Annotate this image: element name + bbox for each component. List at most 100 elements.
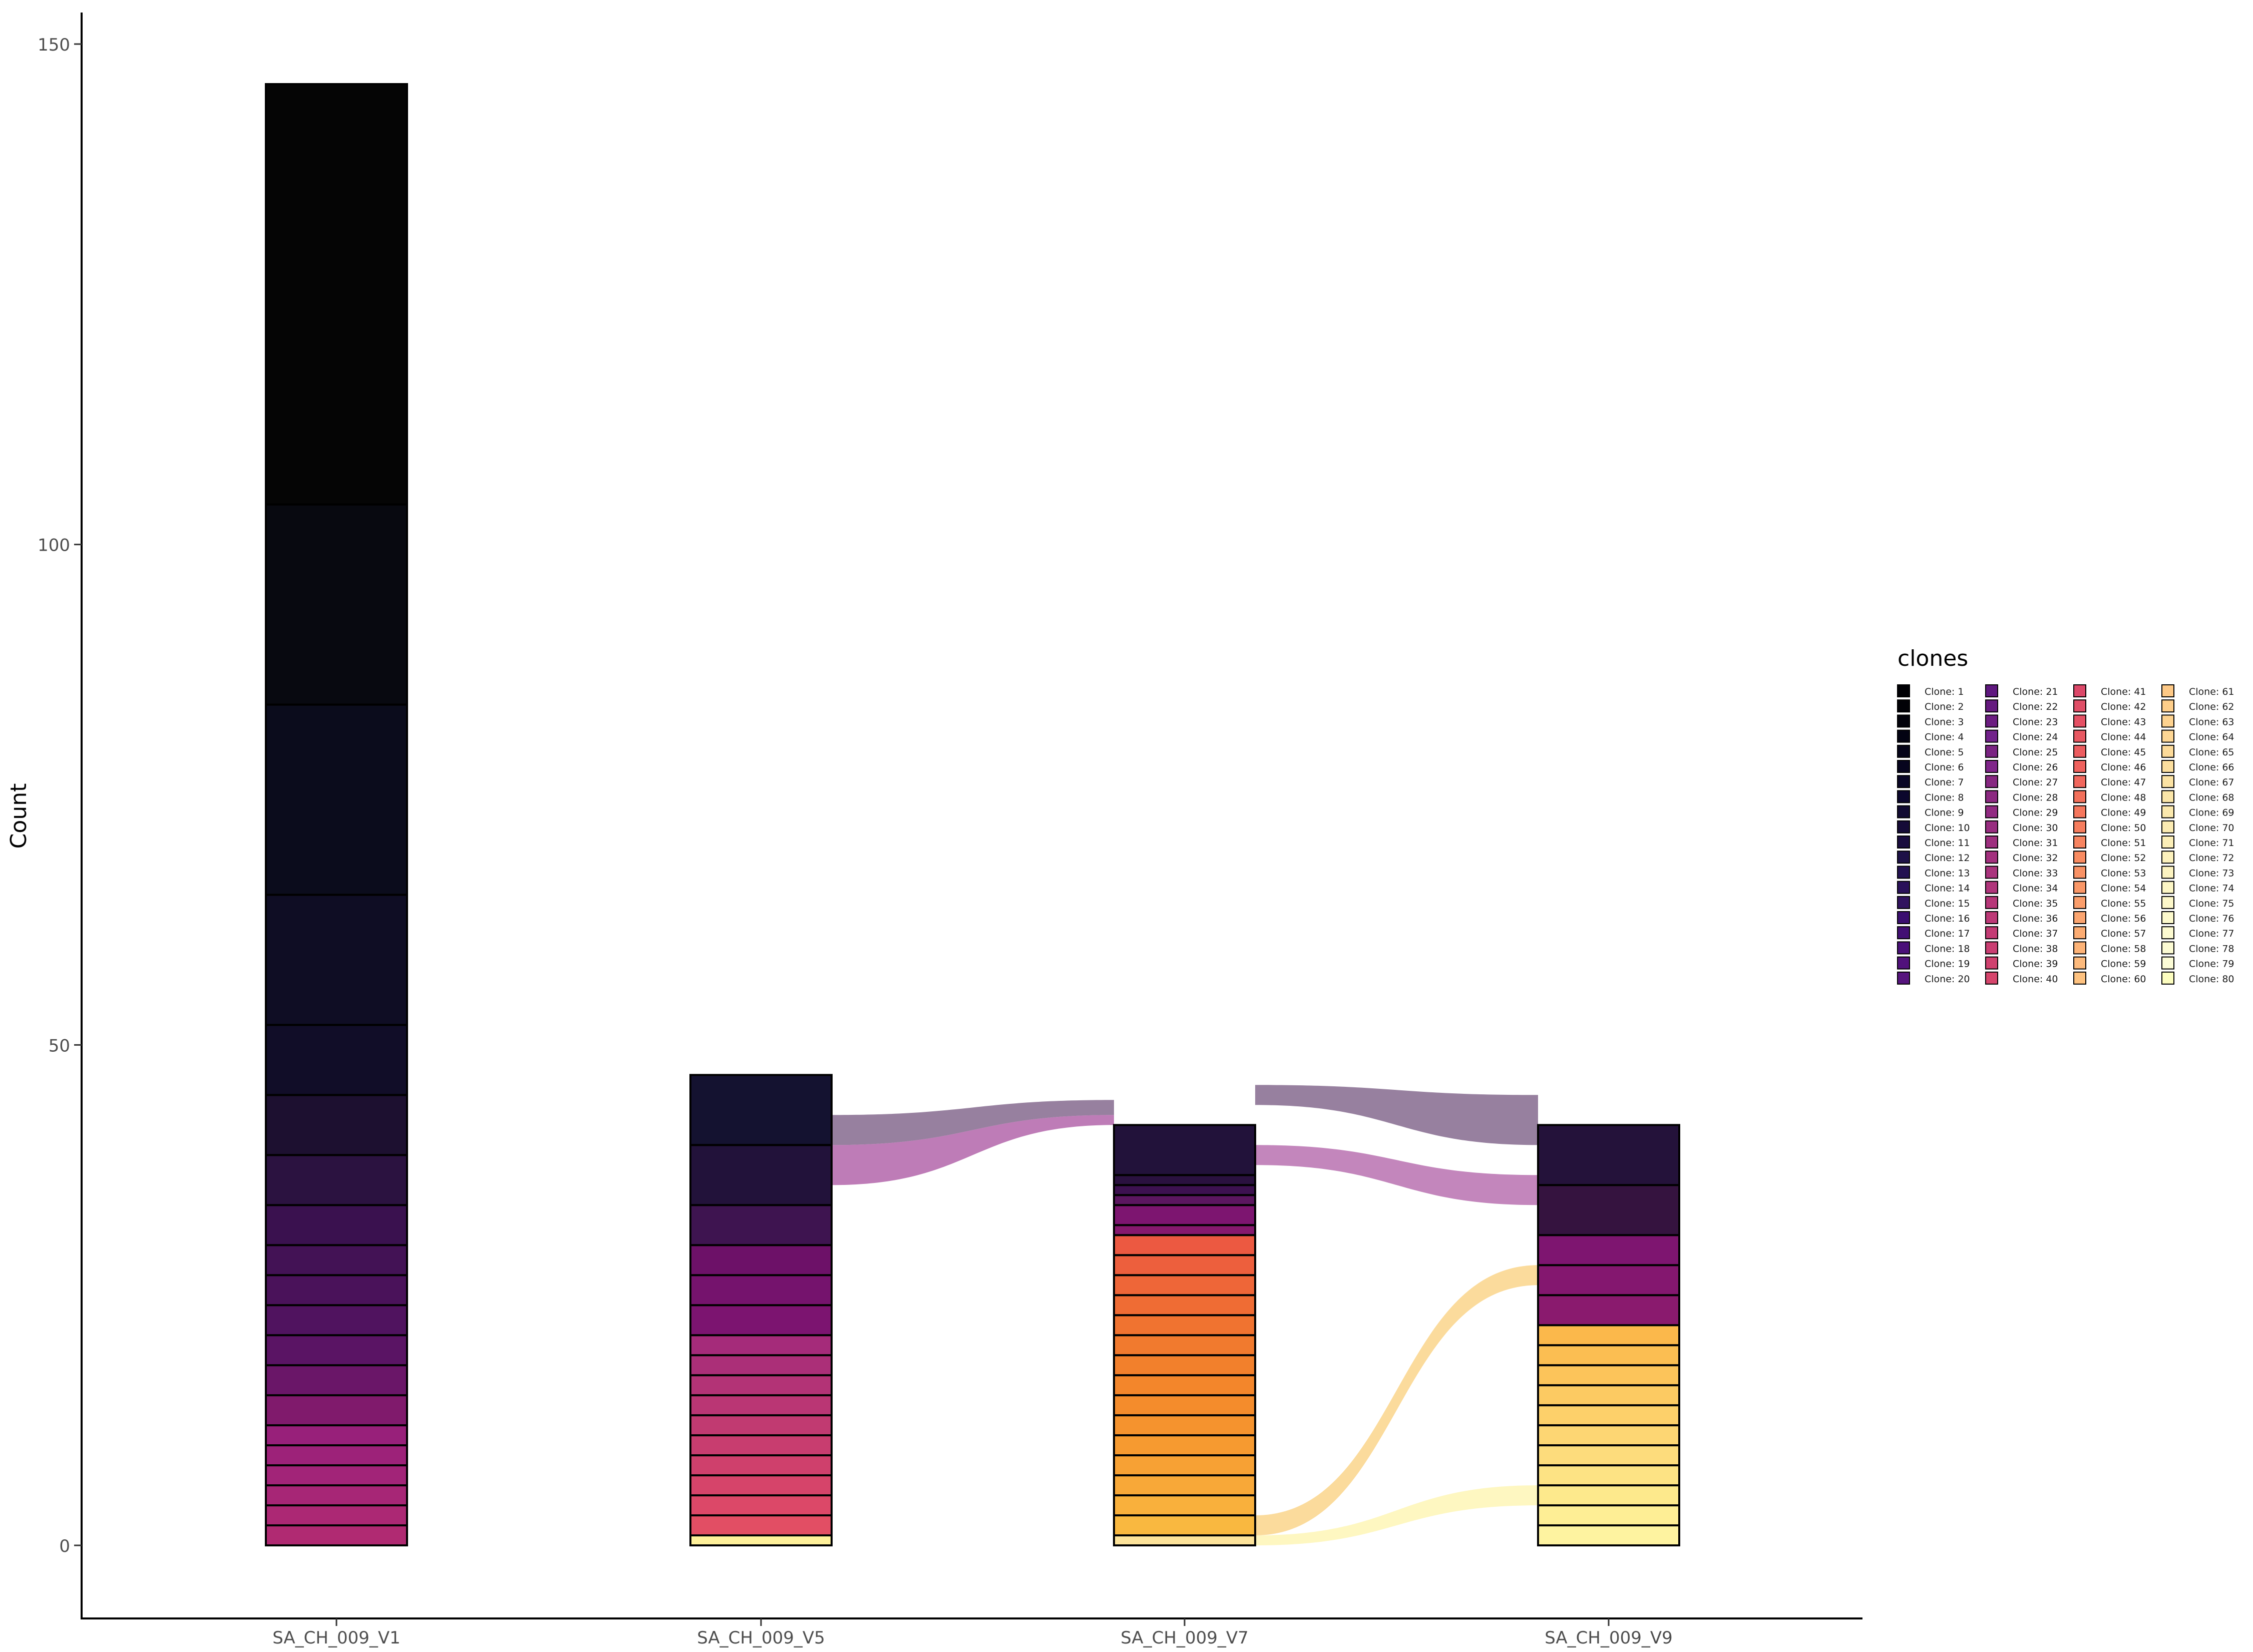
legend-label: Clone: 31: [2013, 838, 2058, 849]
legend-key: [2073, 775, 2086, 788]
stack-segment: [689, 1454, 833, 1477]
stack-segment: [1537, 1444, 1680, 1467]
legend-label: Clone: 57: [2101, 928, 2146, 939]
legend-key: [1897, 805, 1910, 818]
legend-label: Clone: 46: [2101, 762, 2146, 773]
legend-key: [2073, 714, 2086, 728]
stack-segment: [1537, 1484, 1680, 1507]
legend-label: Clone: 66: [2189, 762, 2234, 773]
stack-segment: [265, 1394, 408, 1427]
legend-key: [1985, 744, 1998, 758]
legend-title: clones: [1898, 646, 1968, 671]
legend-key: [2161, 956, 2174, 970]
legend-key: [1985, 941, 1998, 955]
legend-label: Clone: 44: [2101, 732, 2146, 743]
stack-segment: [1113, 1194, 1256, 1206]
stack-segment: [1113, 1274, 1256, 1297]
stack-segment: [689, 1514, 833, 1537]
flows-layer: [832, 1085, 1538, 1545]
legend-key: [1897, 971, 1910, 985]
legend-key: [1985, 805, 1998, 818]
stack-segment: [689, 1494, 833, 1517]
legend-key: [1897, 956, 1910, 970]
legend-label: Clone: 12: [1925, 853, 1970, 864]
stack-segment: [1537, 1524, 1680, 1547]
stack-segment: [1113, 1434, 1256, 1457]
legend-key: [2073, 911, 2086, 924]
legend-key: [2073, 896, 2086, 909]
legend-key: [2073, 699, 2086, 713]
stack-segment: [1113, 1254, 1256, 1277]
stack-segment: [265, 83, 408, 506]
legend-label: Clone: 3: [1925, 716, 1964, 727]
legend-label: Clone: 67: [2189, 777, 2234, 788]
stack-segment: [1113, 1204, 1256, 1226]
alluvial-flow: [832, 1100, 1114, 1145]
axes-layer: [81, 13, 1862, 1619]
stack-segment: [1537, 1464, 1680, 1487]
legend-label: Clone: 53: [2101, 868, 2146, 879]
legend-key: [2073, 790, 2086, 803]
legend-key: [2161, 866, 2174, 879]
stack-segment: [689, 1204, 833, 1247]
legend-key: [1985, 971, 1998, 985]
legend-label: Clone: 13: [1925, 868, 1970, 879]
y-axis-title: Count: [6, 783, 32, 849]
legend-label: Clone: 16: [1925, 913, 1970, 924]
stack-segment: [1113, 1294, 1256, 1317]
legend-label: Clone: 5: [1925, 747, 1964, 758]
stack-segment: [265, 1524, 408, 1547]
stack-segment: [1113, 1224, 1256, 1236]
legend-label: Clone: 39: [2013, 959, 2058, 970]
stack-segment: [1537, 1234, 1680, 1267]
legend-label: Clone: 19: [1925, 959, 1970, 970]
stack-segment: [689, 1144, 833, 1206]
legend-key: [1897, 699, 1910, 713]
legend-key: [1985, 851, 1998, 864]
stack-segment: [1537, 1124, 1680, 1186]
legend-key: [1985, 684, 1998, 697]
stack-segment: [265, 1154, 408, 1206]
legend-label: Clone: 9: [1925, 807, 1964, 818]
legend-label: Clone: 41: [2101, 686, 2146, 697]
legend-label: Clone: 65: [2189, 747, 2234, 758]
legend-key: [1985, 820, 1998, 834]
x-tick-label: SA_CH_009_V5: [697, 1628, 825, 1648]
alluvial-flow: [832, 1115, 1114, 1185]
legend-label: Clone: 7: [1925, 777, 1964, 788]
y-tick-label: 50: [49, 1036, 70, 1056]
legend-key: [2161, 941, 2174, 955]
alluvial-flow: [1255, 1085, 1538, 1145]
legend-key: [1897, 851, 1910, 864]
stack-segment: [1537, 1264, 1680, 1297]
legend-label: Clone: 32: [2013, 853, 2058, 864]
legend-label: Clone: 62: [2189, 701, 2234, 712]
stack-segment: [265, 1094, 408, 1156]
stack-segment: [689, 1354, 833, 1377]
legend-key: [2161, 714, 2174, 728]
legend-key: [1897, 775, 1910, 788]
y-ticks: 0 50 100 150: [38, 35, 82, 1556]
legend-label: Clone: 47: [2101, 777, 2146, 788]
legend-label: Clone: 27: [2013, 777, 2058, 788]
legend-key: [2073, 881, 2086, 894]
y-tick-label: 150: [38, 35, 70, 55]
legend-key: [2161, 926, 2174, 940]
legend-label: Clone: 74: [2189, 883, 2234, 894]
alluvial-flow: [1255, 1265, 1538, 1536]
legend-label: Clone: 1: [1925, 686, 1964, 697]
legend-label: Clone: 35: [2013, 898, 2058, 909]
stack-segment: [265, 1334, 408, 1367]
stack-segment: [1113, 1414, 1256, 1437]
alluvial-flow: [1255, 1145, 1538, 1205]
legend-key: [2161, 760, 2174, 773]
legend-key: [1985, 729, 1998, 743]
legend-key: [1985, 896, 1998, 909]
stack-segment: [1113, 1514, 1256, 1537]
legend-label: Clone: 34: [2013, 883, 2058, 894]
legend-key: [1985, 699, 1998, 713]
stack-segment: [1113, 1454, 1256, 1477]
stack-segment: [265, 894, 408, 1026]
stack-segment: [1113, 1354, 1256, 1377]
